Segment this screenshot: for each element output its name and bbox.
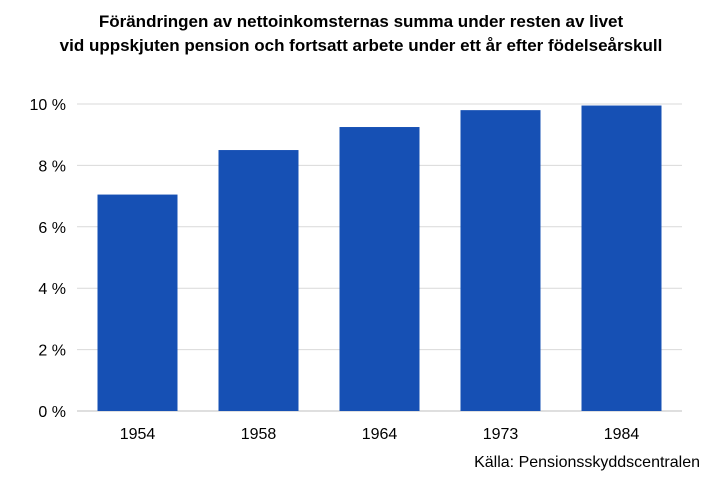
x-axis-tick-labels: 1954 1958 1964 1973 1984 — [120, 426, 640, 443]
y-tick-label: 10 % — [30, 97, 66, 114]
y-tick-label: 0 % — [38, 404, 66, 421]
chart-title-line-1: Förändringen av nettoinkomsternas summa … — [98, 12, 624, 31]
bar — [339, 127, 420, 412]
chart-title-line-2: vid uppskjuten pension och fortsatt arbe… — [59, 36, 663, 55]
bars — [97, 105, 662, 412]
y-tick-label: 8 % — [38, 158, 66, 175]
x-tick-label: 1964 — [362, 426, 398, 443]
y-tick-label: 6 % — [38, 220, 66, 237]
y-tick-label: 2 % — [38, 343, 66, 360]
source-note: Källa: Pensionsskyddscentralen — [474, 454, 700, 471]
bar — [460, 110, 541, 411]
bar — [97, 194, 178, 411]
x-tick-label: 1973 — [483, 426, 519, 443]
bar — [581, 105, 662, 411]
y-axis-tick-labels: 0 % 2 % 4 % 6 % 8 % 10 % — [30, 97, 66, 421]
bar — [218, 150, 299, 412]
chart-title: Förändringen av nettoinkomsternas summa … — [0, 10, 722, 58]
x-tick-label: 1984 — [604, 426, 640, 443]
x-tick-label: 1958 — [241, 426, 277, 443]
y-tick-label: 4 % — [38, 281, 66, 298]
x-tick-label: 1954 — [120, 426, 156, 443]
